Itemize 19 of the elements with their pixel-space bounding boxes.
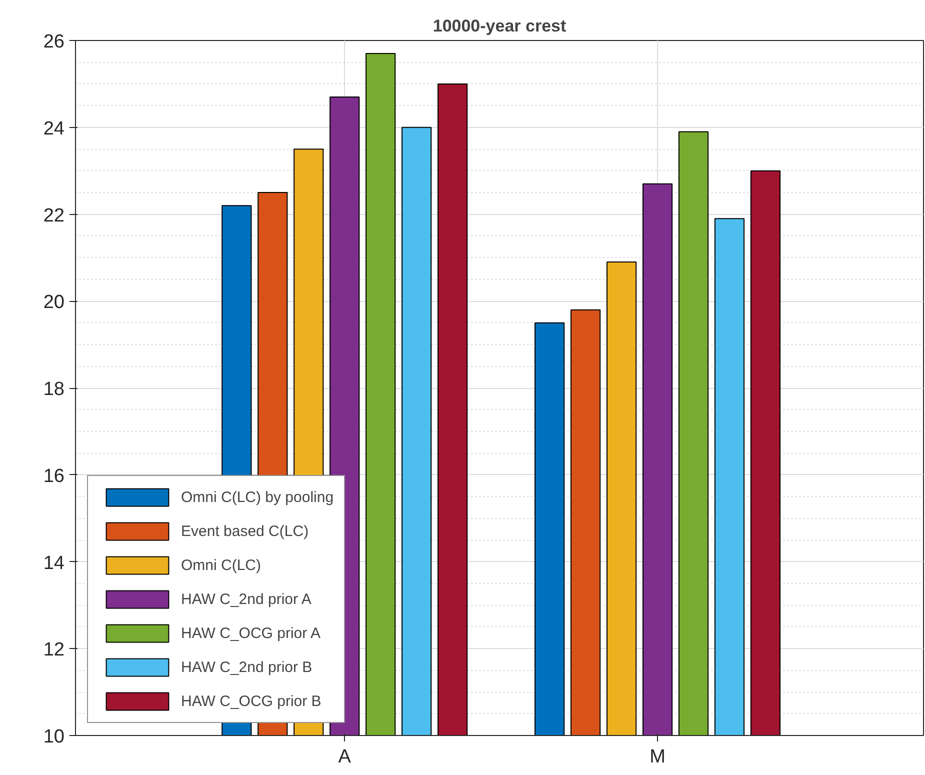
y-tick-label: 22	[43, 205, 65, 226]
legend-label: Event based C(LC)	[181, 522, 309, 540]
legend-label: Omni C(LC) by pooling	[181, 488, 334, 506]
y-tick-label: 12	[43, 640, 65, 661]
y-tick-label: 16	[43, 466, 65, 487]
legend-label: HAW C_2nd prior B	[181, 658, 312, 676]
y-tick-label: 20	[43, 292, 65, 314]
y-tick-label: 24	[43, 118, 65, 140]
chart-title: 10000-year crest	[432, 16, 566, 36]
y-tick-label: 14	[43, 552, 65, 574]
legend-label: HAW C_2nd prior A	[181, 590, 312, 608]
x-tick-label: A	[338, 746, 352, 768]
x-tick-label: M	[650, 746, 666, 768]
y-tick-label: 18	[43, 379, 65, 400]
y-tick-label: 26	[43, 32, 65, 52]
legend-label: HAW C_OCG prior A	[181, 624, 320, 642]
y-tick-label: 10	[43, 726, 65, 748]
legend-label: Omni C(LC)	[181, 556, 262, 574]
legend-label: HAW C_OCG prior B	[181, 692, 322, 710]
